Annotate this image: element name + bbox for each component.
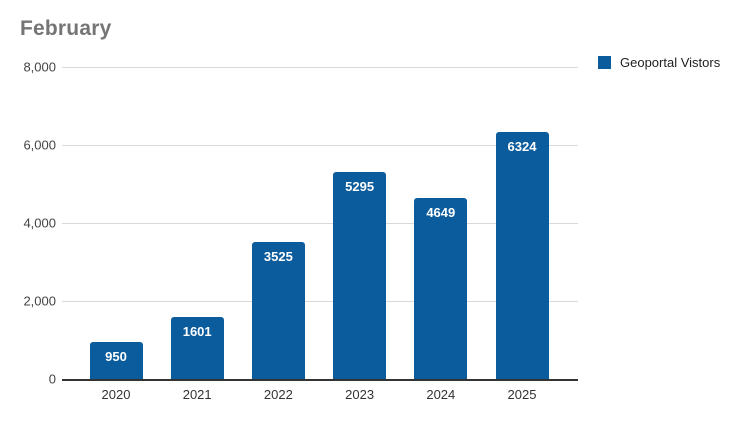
bar[interactable]: 4649 <box>414 197 468 379</box>
x-axis-tick-label: 2024 <box>426 387 456 402</box>
bar[interactable]: 3525 <box>251 241 305 379</box>
bar[interactable]: 1601 <box>170 316 224 379</box>
bar[interactable]: 6324 <box>495 132 549 379</box>
bar-value-label: 5295 <box>345 179 375 195</box>
gridline <box>62 67 578 68</box>
legend-label: Geoportal Vistors <box>620 55 721 70</box>
bar-value-label: 6324 <box>507 139 537 155</box>
y-axis-tick-label: 6,000 <box>23 137 56 153</box>
y-axis-tick-label: 2,000 <box>23 293 56 309</box>
legend-swatch-icon <box>598 56 611 69</box>
x-axis-tick-label: 2020 <box>101 387 131 402</box>
bar-value-label: 950 <box>105 348 127 364</box>
chart-title: February <box>20 17 112 40</box>
x-axis-tick-label: 2021 <box>182 387 212 402</box>
legend: Geoportal Vistors <box>598 55 720 70</box>
x-axis-line <box>62 379 578 381</box>
x-axis-tick-label: 2022 <box>263 387 293 402</box>
y-axis-tick-label: 4,000 <box>23 215 56 231</box>
x-axis-tick-label: 2023 <box>345 387 375 402</box>
bar[interactable]: 950 <box>89 341 143 379</box>
gridline <box>62 145 578 146</box>
bar[interactable]: 5295 <box>333 172 387 379</box>
x-axis-tick-label: 2025 <box>507 387 537 402</box>
y-axis-tick-label: 0 <box>48 371 56 387</box>
bar-value-label: 4649 <box>426 204 456 220</box>
y-axis-tick-label: 8,000 <box>23 59 56 75</box>
bar-value-label: 3525 <box>263 248 293 264</box>
bar-value-label: 1601 <box>182 323 212 339</box>
gridline <box>62 301 578 302</box>
gridline <box>62 223 578 224</box>
